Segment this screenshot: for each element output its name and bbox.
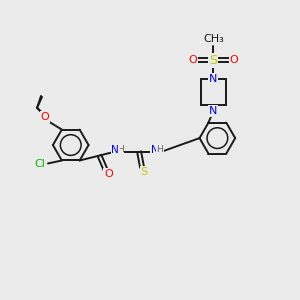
Text: N: N bbox=[209, 74, 218, 84]
Text: O: O bbox=[230, 55, 239, 65]
Text: H: H bbox=[117, 145, 124, 154]
Text: O: O bbox=[40, 112, 50, 122]
Text: Cl: Cl bbox=[34, 160, 46, 170]
Text: O: O bbox=[104, 169, 113, 179]
Text: N: N bbox=[209, 106, 218, 116]
Text: S: S bbox=[209, 54, 217, 67]
Text: N: N bbox=[151, 145, 159, 154]
Text: O: O bbox=[188, 55, 197, 65]
Text: H: H bbox=[157, 145, 163, 154]
Text: N: N bbox=[111, 145, 119, 154]
Text: S: S bbox=[140, 167, 148, 177]
Text: CH₃: CH₃ bbox=[203, 34, 224, 44]
